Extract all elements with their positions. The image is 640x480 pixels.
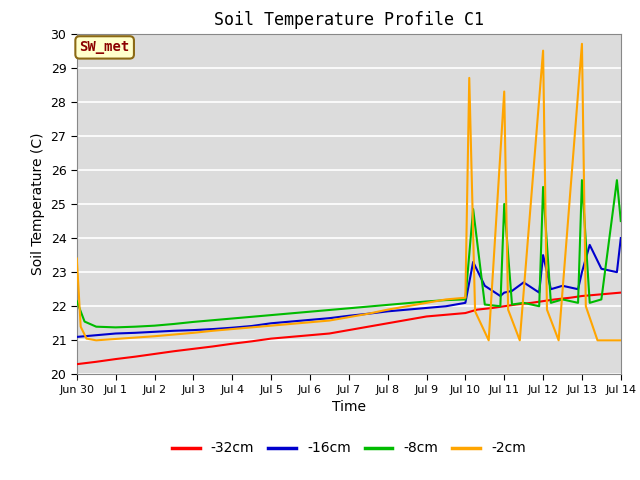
Y-axis label: Soil Temperature (C): Soil Temperature (C)	[31, 133, 45, 275]
X-axis label: Time: Time	[332, 400, 366, 414]
Title: Soil Temperature Profile C1: Soil Temperature Profile C1	[214, 11, 484, 29]
Legend: -32cm, -16cm, -8cm, -2cm: -32cm, -16cm, -8cm, -2cm	[166, 436, 531, 461]
Text: SW_met: SW_met	[79, 40, 130, 54]
